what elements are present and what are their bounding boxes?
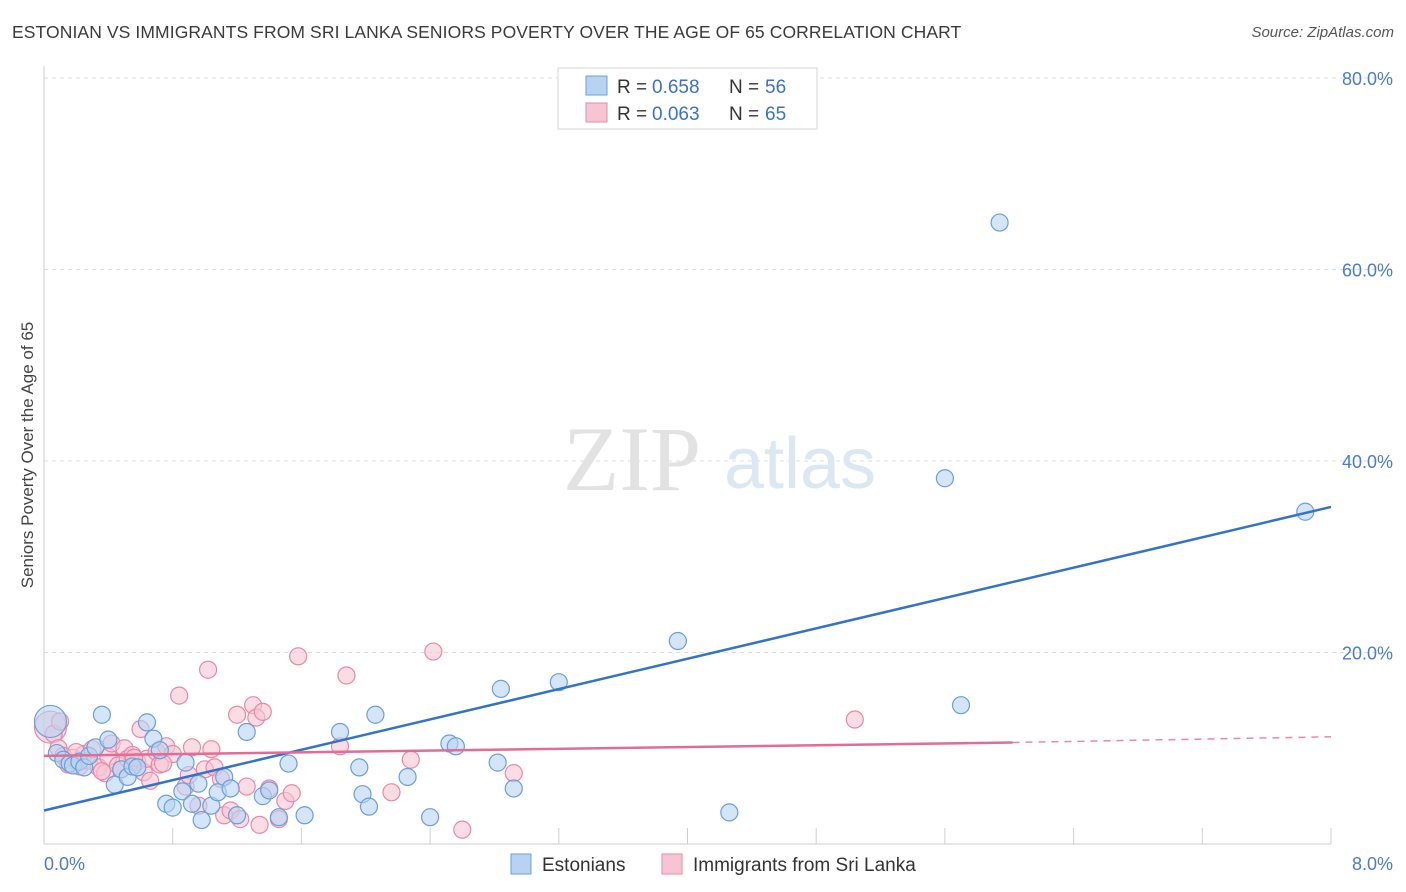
tick-labels: 20.0% 40.0% 60.0% 80.0% 0.0% 8.0% (44, 69, 1393, 874)
data-point-estonian (260, 781, 279, 800)
data-point-sri-lanka (289, 647, 308, 666)
y-tick-label: 60.0% (1342, 261, 1393, 281)
data-point-estonian (398, 767, 417, 787)
data-point-sri-lanka (337, 666, 356, 685)
data-point-sri-lanka (845, 710, 864, 729)
data-point-estonian (221, 779, 240, 798)
data-point-estonian (192, 810, 211, 830)
legend-swatch-estonians (585, 75, 608, 96)
data-point-estonian (33, 704, 68, 739)
x-tick-label: 8.0% (1352, 854, 1393, 874)
bottom-legend-swatch-sri-lanka (661, 853, 683, 875)
legend-n-value: 56 (765, 77, 786, 98)
data-point-sri-lanka (92, 762, 112, 781)
data-point-sri-lanka (250, 815, 269, 834)
legend-r-label: R = (617, 104, 652, 125)
y-tick-label: 20.0% (1342, 644, 1393, 664)
data-point-estonian (295, 806, 314, 825)
data-point-estonian (279, 754, 298, 773)
data-point-estonian (549, 673, 568, 692)
grid-layer (44, 77, 1392, 653)
data-point-estonian (330, 722, 350, 742)
legend-box: R = 0.658 N = 56 R = 0.063 N = 65 (557, 67, 818, 130)
data-point-estonian (137, 713, 157, 732)
chart-title: ESTONIAN VS IMMIGRANTS FROM SRI LANKA SE… (12, 22, 962, 42)
data-point-estonian (227, 806, 247, 825)
bottom-legend-label-sri-lanka: Immigrants from Sri Lanka (693, 855, 916, 876)
watermark-zip: ZIP (563, 408, 701, 510)
legend-r-value: 0.658 (652, 77, 700, 98)
data-point-estonian (128, 758, 147, 777)
data-point-estonian (237, 722, 256, 742)
trend-line-estonians (43, 505, 1332, 812)
y-axis-label: Seniors Poverty Over the Age of 65 (18, 322, 37, 588)
trend-lines (43, 505, 1332, 812)
trend-line-sri-lanka-extension (1012, 736, 1332, 744)
data-point-estonian (350, 758, 369, 777)
series-estonians-points (33, 213, 1315, 830)
bottom-legend: Estonians Immigrants from Sri Lanka (510, 853, 916, 876)
data-point-sri-lanka (182, 738, 202, 757)
data-point-sri-lanka (453, 820, 472, 839)
data-point-estonian (173, 782, 192, 801)
data-point-estonian (92, 705, 112, 724)
data-point-estonian (668, 631, 687, 651)
source-credit: Source: ZipAtlas.com (1251, 24, 1394, 41)
data-point-estonian (182, 794, 202, 813)
legend-n-value: 65 (765, 104, 786, 125)
data-point-sri-lanka (382, 783, 401, 802)
data-point-estonian (421, 808, 440, 827)
data-point-sri-lanka (227, 705, 247, 724)
data-point-sri-lanka (401, 750, 420, 769)
legend-n-label: N = (729, 104, 764, 125)
data-point-estonian (951, 696, 971, 715)
legend-swatch-sri-lanka (585, 102, 608, 123)
data-point-sri-lanka (424, 642, 443, 661)
data-point-estonian (488, 753, 507, 772)
data-point-estonian (189, 774, 208, 793)
legend-r-value: 0.063 (652, 104, 700, 125)
data-point-estonian (990, 213, 1009, 232)
y-tick-label: 80.0% (1342, 69, 1393, 89)
bottom-legend-swatch-estonians (510, 853, 532, 875)
data-point-estonian (176, 753, 195, 772)
watermark-atlas: atlas (724, 424, 876, 504)
data-point-sri-lanka (202, 740, 221, 759)
y-tick-label: 40.0% (1342, 452, 1393, 472)
bottom-legend-label-estonians: Estonians (542, 855, 625, 876)
data-point-estonian (720, 803, 739, 822)
data-point-estonian (446, 737, 465, 756)
data-point-estonian (491, 679, 510, 698)
data-point-estonian (150, 741, 169, 760)
data-point-estonian (269, 808, 288, 827)
data-point-estonian (99, 730, 118, 749)
data-point-sri-lanka (237, 777, 256, 796)
data-point-estonian (366, 705, 385, 724)
trend-line-sri-lanka (43, 741, 1013, 758)
data-point-estonian (935, 469, 955, 488)
watermark: ZIP atlas (563, 408, 876, 510)
legend-n-label: N = (729, 77, 764, 98)
data-point-sri-lanka (253, 702, 272, 721)
data-point-sri-lanka (504, 764, 523, 783)
data-point-estonian (163, 798, 182, 817)
data-point-sri-lanka (170, 686, 189, 705)
data-point-sri-lanka (198, 660, 218, 679)
legend-r-label: R = (617, 77, 652, 98)
x-tick-label: 0.0% (44, 854, 85, 874)
data-point-estonian (504, 779, 523, 798)
data-point-estonian (359, 797, 379, 816)
data-point-sri-lanka (282, 784, 301, 803)
